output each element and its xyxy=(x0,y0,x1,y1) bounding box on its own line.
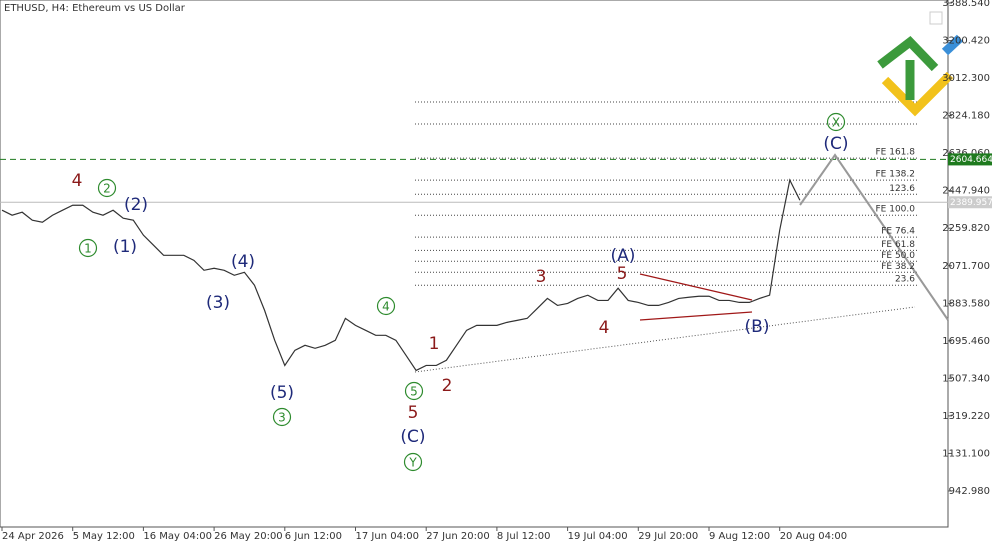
price-tag-bg xyxy=(948,153,992,166)
x-tick-label: 27 Jun 20:00 xyxy=(426,531,490,542)
y-tick-label: 3012.300 xyxy=(942,73,990,84)
wave-label: (C) xyxy=(823,134,848,154)
wave-circle xyxy=(376,296,396,316)
wave-circle xyxy=(403,452,423,472)
y-tick-label: 942.980 xyxy=(949,486,990,497)
wave-circle xyxy=(78,238,98,258)
wave-label: 5 xyxy=(408,403,419,423)
price-tag: 2389.957 xyxy=(950,198,993,208)
wave-label: 1 xyxy=(84,242,92,256)
y-tick-label: 1695.460 xyxy=(942,336,990,347)
price-tag: 2604.664 xyxy=(950,155,993,165)
triangle-upper xyxy=(639,273,753,301)
wave-label: (1) xyxy=(113,237,137,257)
y-tick-label: 1883.580 xyxy=(942,298,990,309)
wave-circle xyxy=(272,407,292,427)
x-tick-label: 26 May 20:00 xyxy=(214,531,283,542)
info-icon xyxy=(929,11,943,25)
x-tick-label: 16 May 04:00 xyxy=(143,531,212,542)
wave-circle xyxy=(826,112,846,132)
x-tick-label: 5 May 12:00 xyxy=(73,531,135,542)
wave-label: 4 xyxy=(382,300,390,314)
fib-label: 123.6 xyxy=(889,184,915,194)
chart-title: ETHUSD, H4: Ethereum vs US Dollar xyxy=(4,3,186,14)
wave-label: (A) xyxy=(611,246,636,266)
y-tick-label: 3200.420 xyxy=(942,36,990,47)
logo-blue xyxy=(941,34,964,56)
wave-label: 1 xyxy=(429,334,440,354)
fib-label: FE 161.8 xyxy=(876,148,916,158)
wave-label: 2 xyxy=(442,376,453,396)
wave-label: 2 xyxy=(103,182,111,196)
y-tick-label: 2259.820 xyxy=(942,223,990,234)
fib-label: FE 50.0 xyxy=(881,251,915,261)
logo-green xyxy=(877,35,939,72)
x-tick-label: 29 Jul 20:00 xyxy=(638,531,698,542)
wave-label: (2) xyxy=(124,195,148,215)
fib-label: FE 138.2 xyxy=(876,170,916,180)
wave-label: (C) xyxy=(400,427,425,447)
x-tick-label: 24 Apr 2026 xyxy=(2,531,64,542)
fib-label: FE 100.0 xyxy=(876,205,916,215)
x-tick-label: 6 Jun 12:00 xyxy=(285,531,342,542)
wave-circle xyxy=(97,178,117,198)
price-tag-bg xyxy=(948,196,992,209)
wave-circle xyxy=(404,381,424,401)
logo xyxy=(877,34,964,117)
triangle-lower xyxy=(639,311,753,321)
wave-label: 5 xyxy=(410,385,418,399)
y-tick-label: 2071.700 xyxy=(942,261,990,272)
wave-label: 3 xyxy=(536,267,547,287)
wave-label: (3) xyxy=(206,293,230,313)
wave-label: 4 xyxy=(599,318,610,338)
x-tick-label: 17 Jun 04:00 xyxy=(356,531,420,542)
x-tick-label: 20 Aug 04:00 xyxy=(780,531,847,542)
fib-label: FE 38.2 xyxy=(881,262,915,272)
fib-label: 23.6 xyxy=(895,275,915,285)
wave-label: (5) xyxy=(270,383,294,403)
fib-label: FE 61.8 xyxy=(881,240,915,250)
wave-label: 3 xyxy=(278,411,286,425)
plot-frame xyxy=(0,0,949,528)
fib-label: FE 76.4 xyxy=(881,227,915,237)
wave-label: (4) xyxy=(231,252,255,272)
y-tick-label: 1507.340 xyxy=(942,373,990,384)
y-tick-label: 2447.940 xyxy=(942,186,990,197)
projection xyxy=(799,153,949,321)
logo-yellow xyxy=(881,71,954,117)
wave-label: 4 xyxy=(72,171,83,191)
wave-label: (B) xyxy=(745,317,770,337)
y-tick-label: 2824.180 xyxy=(942,111,990,122)
wave-label: X xyxy=(832,116,840,130)
x-tick-label: 19 Jul 04:00 xyxy=(568,531,628,542)
wave-label: Y xyxy=(408,456,417,470)
wave-label: 5 xyxy=(617,264,628,284)
y-tick-label: 3388.540 xyxy=(942,0,990,9)
price-line-series xyxy=(1,178,801,372)
y-tick-label: 1131.100 xyxy=(942,448,990,459)
trend-line xyxy=(414,306,916,373)
x-tick-label: 8 Jul 12:00 xyxy=(497,531,551,542)
y-tick-label: 1319.220 xyxy=(942,411,990,422)
x-tick-label: 9 Aug 12:00 xyxy=(709,531,770,542)
